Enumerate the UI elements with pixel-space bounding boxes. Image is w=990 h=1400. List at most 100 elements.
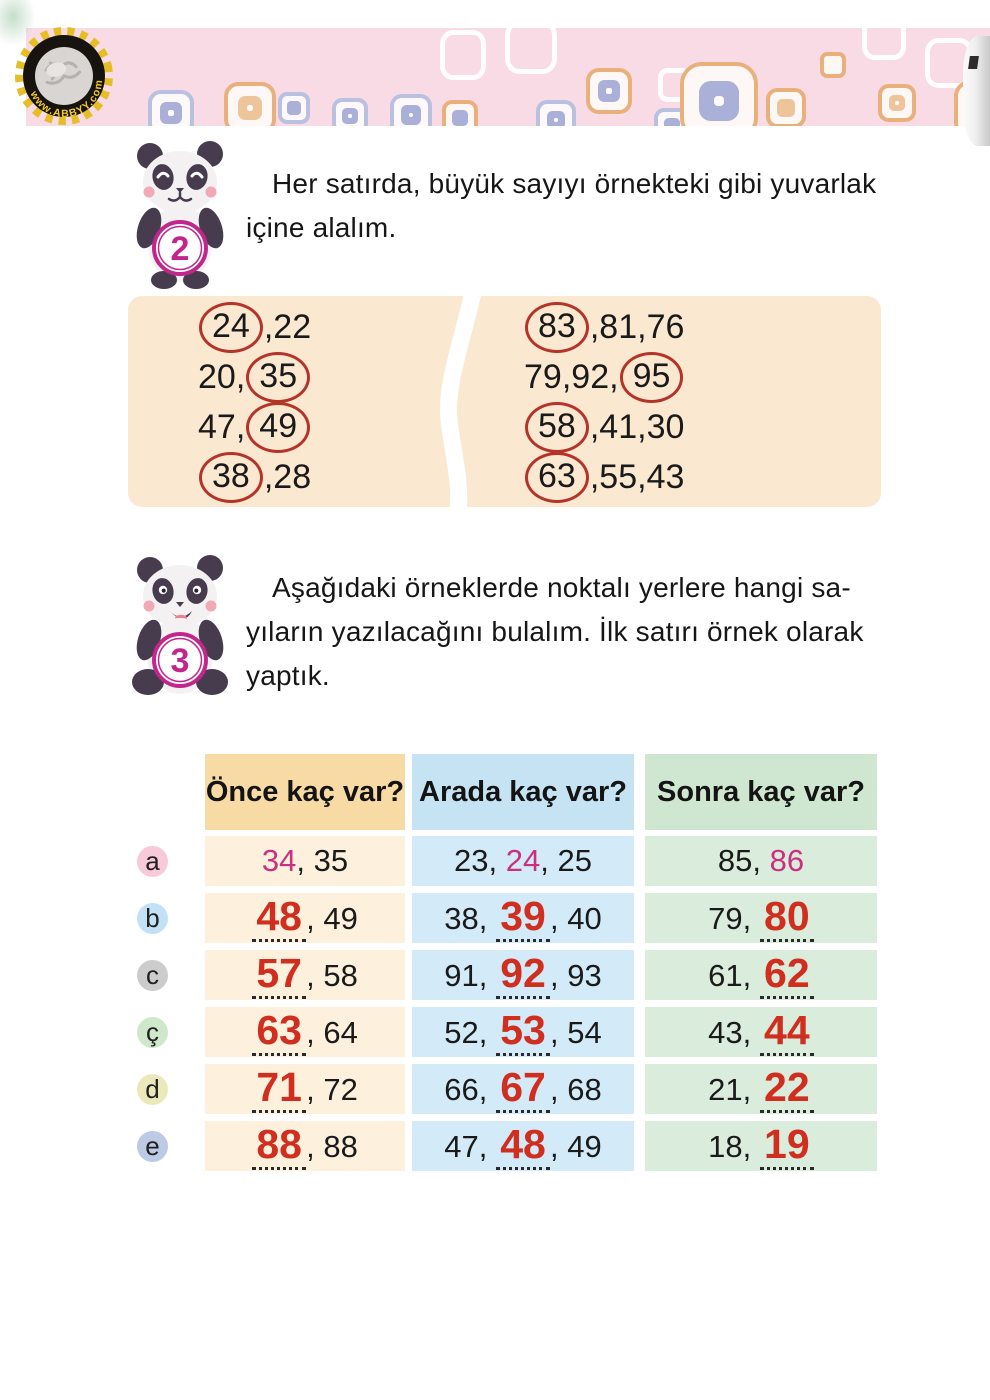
cell-content: 61, 62 (708, 952, 814, 999)
table-column: Sonra kaç var? 85, 86 79, 80 61, 62 43, 44 21… (645, 754, 877, 1178)
instruction-line: içine alalım. (246, 212, 397, 243)
answer-blank[interactable]: 39 (496, 895, 550, 942)
decor-rounded-square (505, 28, 557, 74)
answer-value: 34 (261, 843, 297, 878)
table-cell: 91, 92, 93 (412, 950, 634, 1000)
decor-rounded-square (224, 82, 276, 126)
answer-blank[interactable]: 22 (759, 1063, 814, 1113)
printed-number: , 40 (550, 900, 602, 936)
printed-number: , 58 (306, 957, 358, 993)
separator: , (263, 457, 274, 496)
answer-blank[interactable]: 67 (496, 1066, 550, 1113)
table-cell: 38, 39, 40 (412, 893, 634, 943)
row-label: ç (137, 1016, 168, 1048)
decor-rounded-square (148, 90, 194, 126)
number: 20 (198, 358, 236, 396)
exercise2-right-column: 83, 81, 76 79, 92, 95 58, 41, 30 63, 55, 43 (524, 301, 684, 503)
answer-blank[interactable]: 53 (496, 1009, 550, 1056)
cell-content: 52, 53, 54 (444, 1009, 602, 1056)
printed-number: , 88 (306, 1128, 358, 1164)
separator: , (637, 407, 647, 446)
printed-number: , 93 (550, 957, 602, 993)
answer-blank[interactable]: 88 (252, 1123, 307, 1170)
number-row: 58, 41, 30 (524, 401, 684, 453)
printed-number: 43, (708, 1014, 760, 1050)
example-answer: 24 (506, 843, 540, 879)
cell-content: 47, 48, 49 (444, 1123, 602, 1170)
separator: , (589, 307, 600, 346)
decor-rounded-square (878, 84, 916, 122)
exercise2-instruction: Her satırda, büyük sayıyı örnekteki gibi… (246, 162, 914, 250)
row-label: a (137, 845, 168, 877)
answer-value: 48 (500, 1120, 546, 1167)
number: 79 (524, 358, 562, 396)
answer-blank[interactable]: 48 (496, 1123, 550, 1170)
abbyy-watermark-logo: www.ABBYY.com (15, 27, 113, 128)
answer-blank[interactable]: 57 (252, 952, 307, 999)
table-column: Arada kaç var? 23, 24, 25 38, 39, 40 91, 92… (412, 754, 634, 1178)
separator: , (589, 457, 600, 496)
panel-divider (440, 296, 481, 507)
instruction-line: yıların yazılacağını bulalım. İlk satırı… (246, 616, 864, 647)
printed-number: 52, (444, 1014, 496, 1050)
circled-number: 49 (246, 401, 311, 453)
number-row: 47, 49 (198, 401, 311, 453)
separator: , (235, 357, 246, 396)
number: 81 (599, 308, 638, 346)
answer-blank[interactable]: 71 (252, 1066, 307, 1113)
decorative-banner (26, 28, 990, 126)
answer-value: 63 (256, 1006, 302, 1053)
printed-number: 21, (708, 1071, 760, 1107)
panda-mascot-icon: 3 (132, 555, 228, 695)
separator: , (561, 357, 572, 396)
printed-number: 61, (708, 957, 760, 993)
separator: , (637, 307, 647, 346)
printed-number: 66, (444, 1071, 496, 1107)
number: 92 (571, 358, 610, 396)
decor-rounded-square (440, 30, 486, 80)
answer-blank[interactable]: 63 (252, 1006, 307, 1056)
answer-blank[interactable]: 19 (759, 1123, 814, 1170)
answer-value: 22 (764, 1063, 810, 1110)
row-label-wrap: d (137, 1064, 168, 1114)
number-row: 63, 55, 43 (524, 451, 684, 503)
answer-blank[interactable]: 62 (759, 949, 814, 999)
circled-number: 63 (525, 451, 589, 503)
circled-number: 83 (525, 301, 589, 353)
decor-rounded-square (278, 92, 310, 124)
decor-rounded-square (680, 62, 758, 126)
decor-rounded-square (332, 98, 368, 126)
printed-number: , 35 (296, 843, 349, 878)
number-row: 38, 28 (198, 451, 311, 503)
answer-blank[interactable]: 80 (759, 895, 814, 942)
circled-number: 24 (199, 301, 263, 353)
printed-number: , 72 (306, 1071, 358, 1107)
cell-content: 34, 35 (262, 843, 348, 879)
separator: , (263, 307, 274, 346)
row-label-wrap: ç (137, 1007, 168, 1057)
table-cell: 21, 22 (645, 1064, 877, 1114)
circled-number: 35 (246, 351, 311, 403)
cell-content: 38, 39, 40 (444, 895, 602, 942)
number: 22 (273, 308, 312, 346)
cell-content: 85, 86 (718, 843, 804, 879)
answer-blank[interactable]: 44 (759, 1009, 814, 1056)
answer-value: 92 (500, 949, 546, 996)
table-cell: 57, 58 (205, 950, 405, 1000)
table-cell: 88, 88 (205, 1121, 405, 1171)
answer-value: 86 (769, 843, 805, 878)
row-label-wrap: e (137, 1121, 168, 1171)
row-label: b (137, 902, 168, 934)
printed-number: , 68 (550, 1071, 602, 1107)
answer-blank[interactable]: 48 (252, 895, 307, 942)
answer-value: 62 (764, 949, 810, 996)
printed-number: , 64 (306, 1014, 358, 1050)
example-answer: 34 (262, 843, 296, 879)
cell-content: 57, 58 (252, 952, 358, 999)
scan-smudge (0, 0, 36, 46)
decor-rounded-square (862, 28, 906, 60)
answer-blank[interactable]: 92 (496, 952, 550, 999)
printed-number: 47, (444, 1128, 496, 1164)
circled-number: 58 (525, 401, 589, 453)
